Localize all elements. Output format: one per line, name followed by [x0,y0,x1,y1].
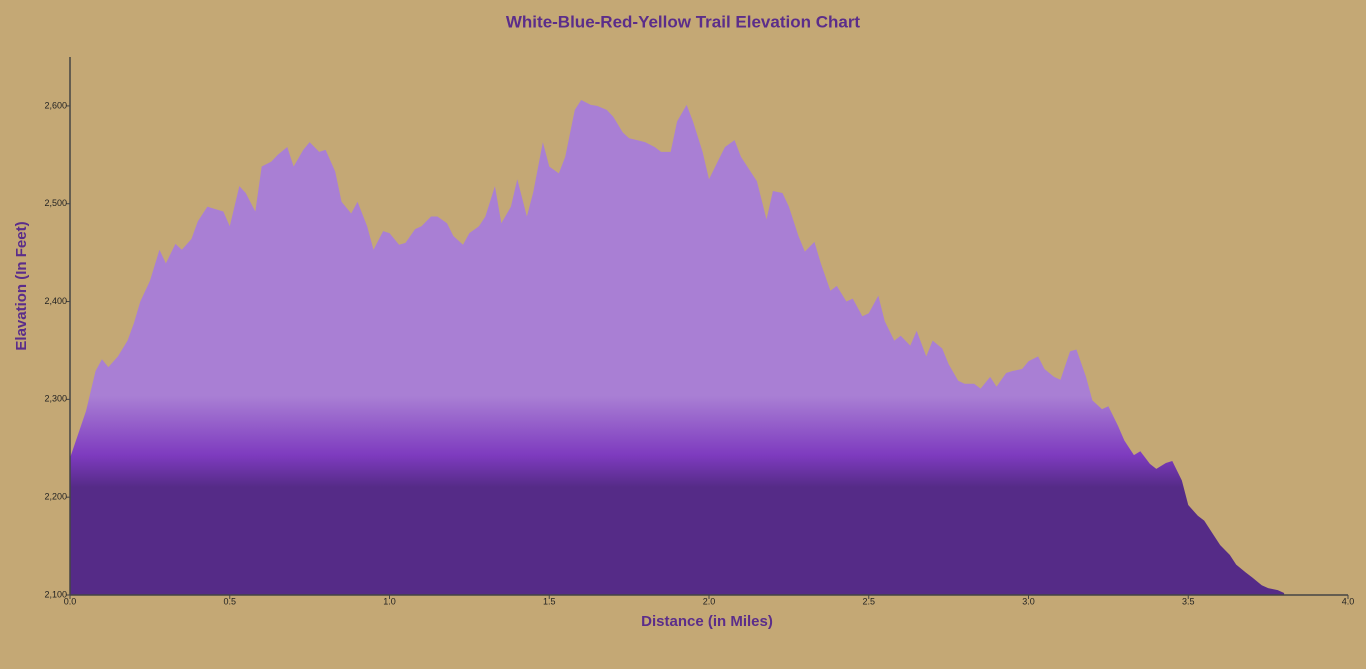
x-tick-label: 1.0 [383,596,396,606]
y-tick-label: 2,200 [44,492,67,502]
x-tick-label: 4.0 [1342,596,1355,606]
x-tick-label: 2.5 [862,596,875,606]
y-tick-label: 2,100 [44,589,67,599]
x-tick-label: 3.0 [1022,596,1035,606]
y-axis-title: Elavation (In Feet) [13,221,30,350]
x-tick-label: 0.0 [64,596,77,606]
chart-title: White-Blue-Red-Yellow Trail Elevation Ch… [506,12,861,31]
y-tick-label: 2,500 [44,198,67,208]
y-tick-label: 2,600 [44,100,67,110]
x-tick-label: 2.0 [703,596,716,606]
y-tick-label: 2,400 [44,296,67,306]
elevation-area [70,100,1285,595]
x-tick-label: 3.5 [1182,596,1195,606]
x-tick-label: 0.5 [223,596,236,606]
y-tick-label: 2,300 [44,394,67,404]
x-tick-label: 1.5 [543,596,556,606]
x-axis-title: Distance (in Miles) [641,613,773,630]
plot-area: 2,100 2,200 2,300 2,400 2,500 2,600 0.0 0.5 1.0 1… [44,57,1354,606]
